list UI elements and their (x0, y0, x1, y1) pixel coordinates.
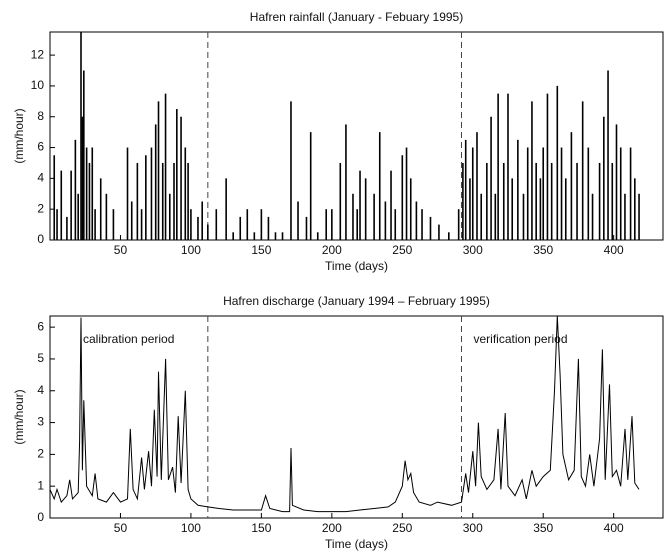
y-tick-label: 4 (37, 383, 44, 397)
y-tick-label: 4 (37, 171, 44, 185)
y-tick-label: 6 (37, 319, 44, 333)
x-tick-label: 300 (463, 521, 483, 535)
x-tick-label: 400 (604, 521, 624, 535)
x-tick-label: 200 (322, 521, 342, 535)
chart-title: Hafren discharge (January 1994 – Februar… (223, 294, 490, 308)
y-tick-label: 0 (37, 510, 44, 524)
x-tick-label: 400 (604, 243, 624, 257)
x-tick-label: 300 (463, 243, 483, 257)
x-tick-label: 150 (251, 521, 271, 535)
chart-title: Hafren rainfall (January - Febuary 1995) (250, 10, 463, 24)
y-tick-label: 6 (37, 140, 44, 154)
x-tick-label: 150 (251, 243, 271, 257)
x-tick-label: 350 (533, 243, 553, 257)
y-tick-label: 12 (31, 47, 45, 61)
y-tick-label: 5 (37, 351, 44, 365)
annotation: verification period (473, 332, 567, 346)
y-tick-label: 10 (31, 78, 45, 92)
x-tick-label: 250 (392, 243, 412, 257)
y-tick-label: 8 (37, 109, 44, 123)
y-tick-label: 2 (37, 447, 44, 461)
y-tick-label: 3 (37, 415, 44, 429)
x-axis-label: Time (days) (325, 259, 388, 273)
y-tick-label: 1 (37, 478, 44, 492)
x-tick-label: 50 (114, 243, 128, 257)
x-tick-label: 250 (392, 521, 412, 535)
discharge-line (49, 315, 640, 513)
x-tick-label: 50 (114, 521, 128, 535)
x-tick-label: 350 (533, 521, 553, 535)
y-tick-label: 0 (37, 232, 44, 246)
x-tick-label: 100 (181, 243, 201, 257)
y-tick-label: 2 (37, 201, 44, 215)
y-axis-label: (mm/hour) (12, 389, 26, 444)
annotation: calibration period (83, 332, 174, 346)
x-tick-label: 100 (181, 521, 201, 535)
x-axis-label: Time (days) (325, 537, 388, 551)
plot-frame (49, 315, 664, 519)
y-axis-label: (mm/hour) (12, 108, 26, 163)
x-tick-label: 200 (322, 243, 342, 257)
